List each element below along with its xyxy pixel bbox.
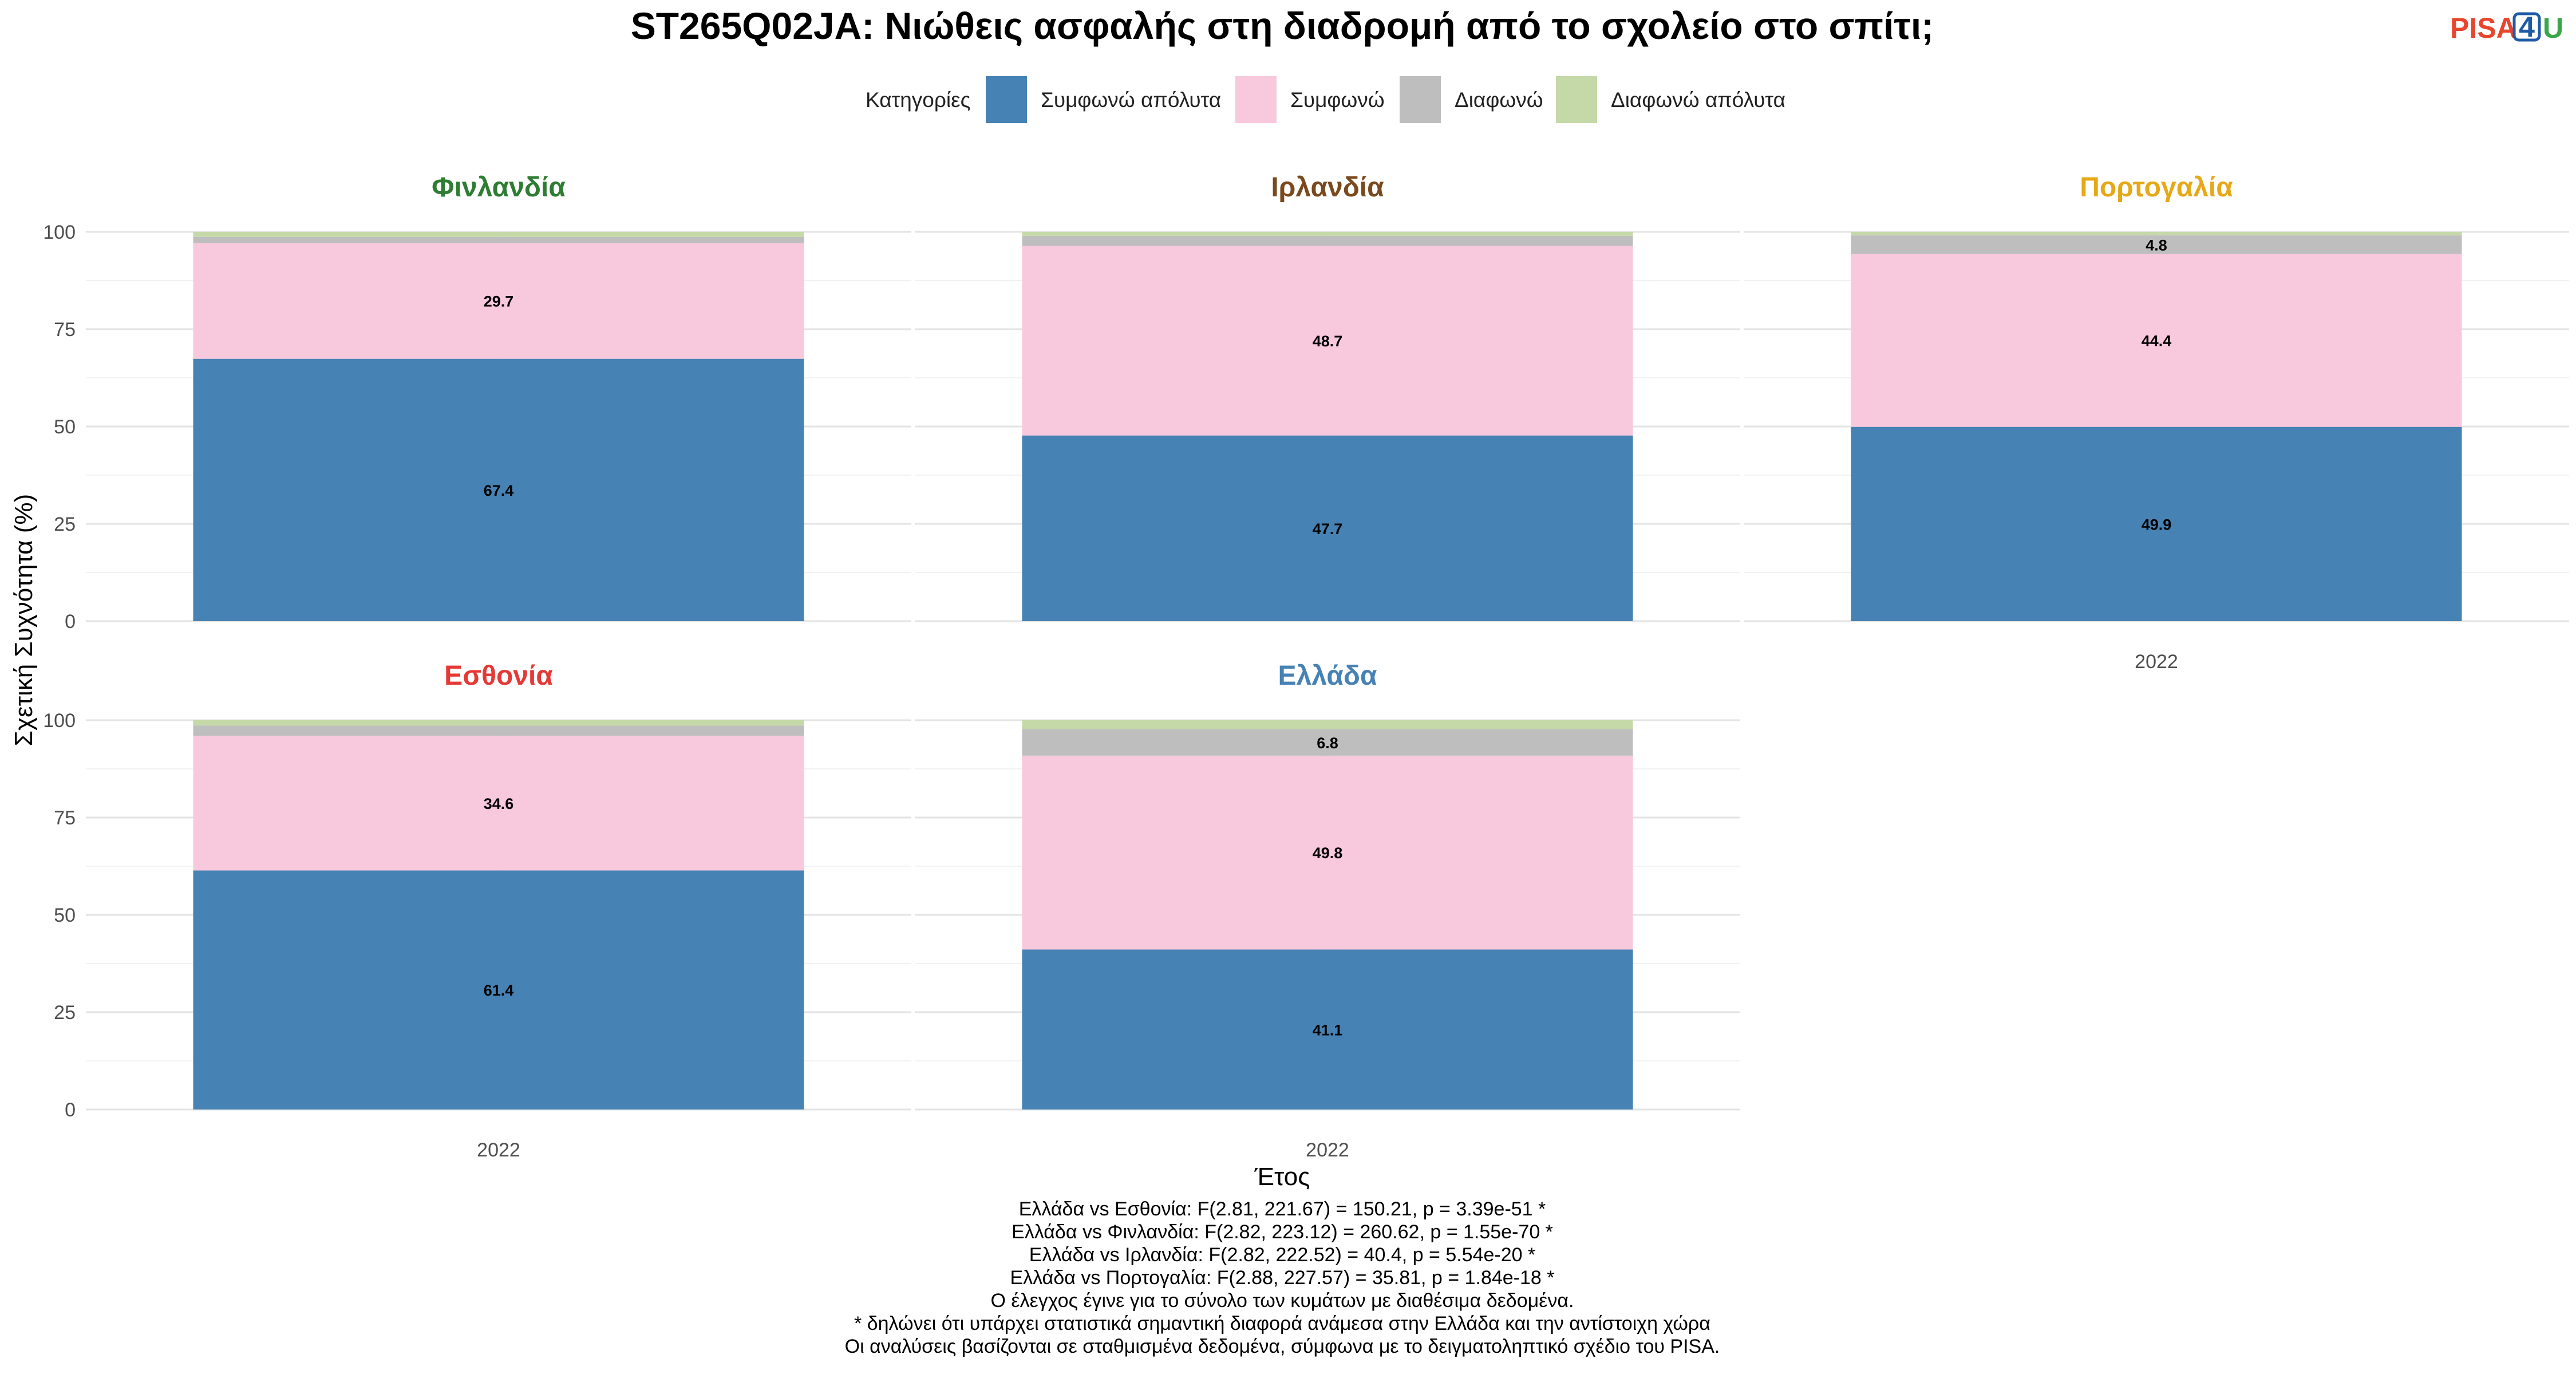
footnote-line: Ελλάδα vs Εσθονία: F(2.81, 221.67) = 150… [1019,1198,1546,1220]
facet-panel: Εσθονία 0 25 50 75 100 61.4 34.6 2022 [43,661,911,1161]
bar-segment-label: 48.7 [1313,333,1343,350]
facet-title: Ιρλανδία [1271,172,1384,203]
legend-label: Διαφωνώ απόλυτα [1611,88,1785,112]
bar-segment [1022,235,1633,246]
bar-segment-label: 41.1 [1313,1021,1343,1039]
x-tick-label: 2022 [2135,651,2178,673]
bar-segment [1851,235,2462,254]
bar-segment [193,232,804,237]
y-tick-label: 100 [43,222,76,243]
legend-swatch [1235,76,1277,123]
bar-segment [1022,246,1633,436]
y-tick-label: 75 [54,807,76,829]
legend-swatch [1400,76,1441,123]
logo-box [2512,12,2541,42]
legend-label: Διαφωνώ [1455,88,1543,112]
facet-panels: Φινλανδία 0 25 50 75 100 67.4 29.7 Ιρλανδία 47.7 4… [43,172,2569,1161]
bar-segment-label: 61.4 [484,982,514,999]
bar-segment-label: 29.7 [484,293,514,310]
legend-label: Συμφωνώ απόλυτα [1041,88,1221,112]
legend-label: Συμφωνώ [1290,88,1385,112]
bar-segment [193,725,804,736]
bar-segment [1022,755,1633,950]
facet-panel: Ελλάδα 41.1 49.8 6.8 2022 [915,661,1740,1161]
bar-segment-label: 34.6 [484,795,514,812]
legend-title: Κατηγορίες [866,88,970,112]
footnote-line: Ο έλεγχος έγινε για το σύνολο των κυμάτω… [991,1290,1574,1312]
x-tick-label: 2022 [477,1139,520,1161]
bar-segment [193,243,804,359]
x-axis-title: Έτος [1254,1163,1310,1191]
y-tick-label: 25 [54,1002,76,1024]
x-tick-label: 2022 [1306,1139,1349,1161]
logo-text-u: U [2543,12,2563,44]
legend-swatch [986,76,1027,123]
facet-title: Πορτογαλία [2080,172,2233,203]
bar-segment [1022,435,1633,621]
bar-segment-label: 67.4 [484,482,514,499]
bar-segment [193,870,804,1110]
facet-panel: Φινλανδία 0 25 50 75 100 67.4 29.7 [43,172,911,633]
logo-text-4: 4 [2519,11,2535,43]
y-tick-label: 75 [54,319,76,341]
y-axis-title: Σχετική Συχνότητα (%) [10,494,38,747]
footnotes: Ελλάδα vs Εσθονία: F(2.81, 221.67) = 150… [845,1198,1720,1357]
footnote-line: Ελλάδα vs Φινλανδία: F(2.82, 223.12) = 2… [1012,1221,1553,1243]
bar-segment [193,720,804,726]
footnote-line: Ελλάδα vs Ιρλανδία: F(2.82, 222.52) = 40… [1029,1244,1535,1266]
footnote-line: * δηλώνει ότι υπάρχει στατιστικά σημαντι… [854,1313,1710,1334]
footnote-line: Οι αναλύσεις βασίζονται σε σταθμισμένα δ… [845,1336,1720,1357]
bar-segment [1022,949,1633,1110]
y-tick-label: 0 [65,611,76,633]
bar-segment-label: 47.7 [1313,520,1343,538]
footnote-line: Ελλάδα vs Πορτογαλία: F(2.88, 227.57) = … [1010,1267,1555,1289]
y-tick-label: 25 [54,514,76,535]
facet-panel: Ιρλανδία 47.7 48.7 [915,172,1740,622]
bar-segment [1851,427,2462,621]
pisa4u-logo: PISA 4 U [2450,11,2563,44]
facet-title: Ελλάδα [1278,661,1377,691]
y-tick-label: 0 [65,1099,76,1121]
bar-segment-label: 44.4 [2142,333,2172,350]
bar-segment [193,236,804,243]
y-tick-label: 100 [43,710,76,732]
y-tick-label: 50 [54,905,76,926]
bar-segment-label: 4.8 [2146,236,2167,254]
bar-segment [1022,729,1633,756]
logo-text-pisa: PISA [2450,12,2517,44]
bar-segment [193,736,804,871]
chart-title: ST265Q02JA: Νιώθεις ασφαλής στη διαδρομή… [631,5,1934,47]
bar-segment-label: 49.9 [2142,516,2172,533]
facet-title: Φινλανδία [432,172,566,203]
y-tick-label: 50 [54,416,76,438]
facet-panel: Πορτογαλία 49.9 44.4 4.8 2022 [1744,172,2569,673]
facet-title: Εσθονία [444,661,553,691]
bar-segment [1851,232,2462,236]
svg-text:PISA: PISA [2450,12,2517,44]
bar-segment [193,358,804,621]
bar-segment-label: 6.8 [1317,735,1338,752]
legend: Κατηγορίες Συμφωνώ απόλυτα Συμφωνώ Διαφωνώ… [866,76,1785,123]
bar-segment-label: 49.8 [1313,844,1343,862]
legend-swatch [1556,76,1597,123]
bar-segment [1022,720,1633,729]
bar-segment [1022,232,1633,236]
bar-segment [1851,254,2462,427]
